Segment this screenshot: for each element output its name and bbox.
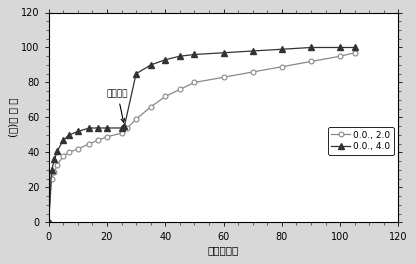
0.0., 4.0 [148, 63, 153, 67]
0.0., 2.0 [148, 105, 153, 109]
0.0., 2.0 [279, 65, 284, 68]
0.0., 4.0 [279, 48, 284, 51]
0.0., 2.0 [49, 177, 54, 180]
0.0., 4.0 [52, 158, 57, 161]
0.0., 4.0 [122, 125, 127, 128]
0.0., 2.0 [61, 154, 66, 158]
0.0., 4.0 [221, 51, 226, 54]
0.0., 2.0 [338, 55, 343, 58]
X-axis label: 时间（天）: 时间（天） [208, 246, 239, 256]
Text: 化学氧化: 化学氧化 [107, 89, 129, 122]
0.0., 4.0 [61, 139, 66, 142]
0.0., 4.0 [250, 49, 255, 53]
0.0., 4.0 [352, 46, 357, 49]
0.0., 4.0 [67, 133, 72, 136]
0.0., 2.0 [352, 51, 357, 54]
0.0., 4.0 [338, 46, 343, 49]
0.0., 4.0 [49, 168, 54, 172]
0.0., 2.0 [221, 76, 226, 79]
0.0., 2.0 [55, 163, 60, 166]
0.0., 2.0 [67, 151, 72, 154]
0.0., 2.0 [192, 81, 197, 84]
0.0., 2.0 [119, 132, 124, 135]
Legend: 0.0., 2.0, 0.0., 4.0: 0.0., 2.0, 0.0., 4.0 [328, 127, 394, 155]
0.0., 2.0 [134, 118, 139, 121]
0.0., 2.0 [96, 139, 101, 142]
0.0., 4.0 [192, 53, 197, 56]
0.0., 4.0 [177, 55, 182, 58]
0.0., 4.0 [55, 149, 60, 152]
0.0., 2.0 [46, 221, 51, 224]
0.0., 2.0 [250, 70, 255, 74]
0.0., 4.0 [96, 126, 101, 130]
Line: 0.0., 2.0: 0.0., 2.0 [46, 50, 357, 225]
0.0., 4.0 [104, 126, 109, 130]
0.0., 2.0 [87, 142, 92, 145]
0.0., 2.0 [125, 126, 130, 130]
0.0., 4.0 [75, 130, 80, 133]
Line: 0.0., 4.0: 0.0., 4.0 [46, 45, 357, 225]
0.0., 4.0 [119, 126, 124, 130]
0.0., 2.0 [177, 88, 182, 91]
0.0., 4.0 [46, 221, 51, 224]
0.0., 4.0 [87, 126, 92, 130]
0.0., 2.0 [52, 170, 57, 173]
0.0., 2.0 [163, 95, 168, 98]
0.0., 2.0 [104, 135, 109, 138]
0.0., 4.0 [163, 58, 168, 61]
0.0., 2.0 [75, 147, 80, 150]
0.0., 4.0 [309, 46, 314, 49]
0.0., 2.0 [309, 60, 314, 63]
Y-axis label: (％)去 除 率: (％)去 除 率 [8, 98, 18, 137]
0.0., 4.0 [134, 72, 139, 75]
